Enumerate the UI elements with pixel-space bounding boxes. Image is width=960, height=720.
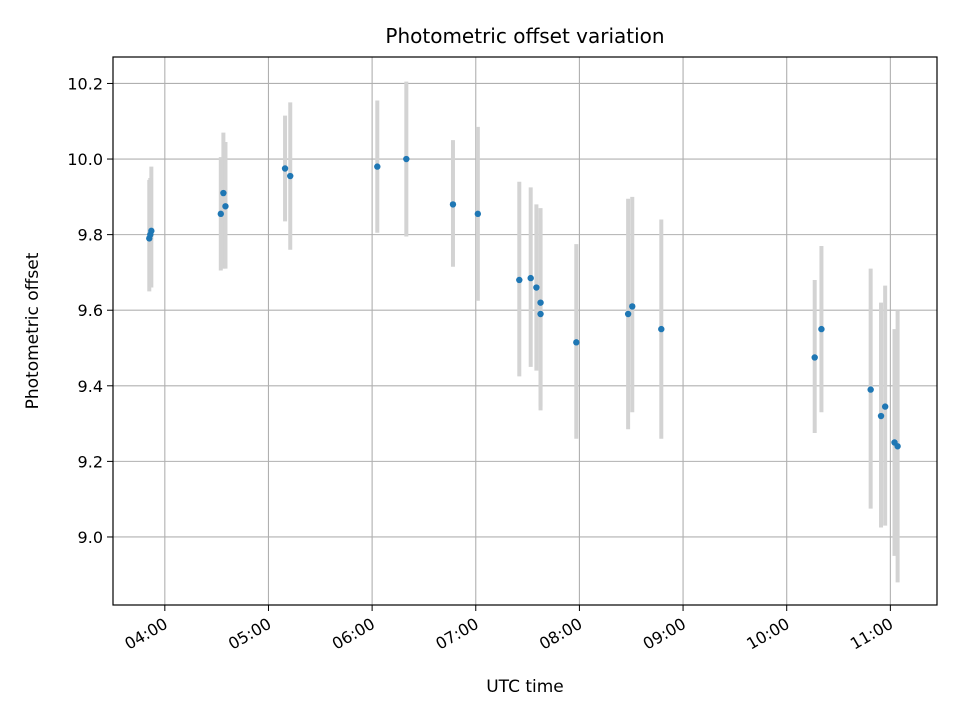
y-tick-label: 9.2	[78, 452, 103, 471]
data-point	[658, 325, 665, 333]
data-point	[877, 412, 885, 420]
data-point	[811, 354, 818, 361]
data-point	[287, 172, 294, 180]
y-tick-label: 9.6	[78, 301, 103, 320]
data-point	[533, 284, 540, 291]
y-axis-title: Photometric offset	[23, 252, 43, 409]
data-point	[624, 310, 632, 318]
y-tick-label: 9.0	[78, 528, 103, 547]
data-point	[403, 155, 410, 163]
data-point	[527, 274, 534, 282]
data-point	[573, 339, 580, 346]
data-point	[629, 303, 636, 310]
data-point	[516, 276, 523, 284]
x-axis-title: UTC time	[486, 677, 564, 697]
data-point	[537, 310, 544, 318]
plot-area-frame	[112, 56, 938, 606]
data-point	[222, 203, 229, 210]
data-point	[867, 386, 874, 393]
data-point	[537, 299, 544, 306]
data-points	[146, 155, 901, 450]
y-tick-label: 9.4	[78, 377, 103, 396]
data-point	[374, 163, 381, 170]
data-point	[881, 403, 889, 410]
grid-lines	[113, 57, 937, 605]
data-point	[818, 325, 825, 333]
chart-title: Photometric offset variation	[385, 24, 664, 48]
data-point	[474, 210, 482, 218]
data-point	[220, 189, 227, 197]
y-tick-label: 10.2	[67, 74, 103, 93]
data-point	[281, 165, 289, 172]
data-point	[147, 231, 154, 238]
y-tick-label: 10.0	[67, 150, 103, 169]
data-point	[894, 443, 901, 450]
data-point	[449, 201, 457, 208]
y-axis-ticks: 9.0 9.2 9.4 9.6 9.8 10.0 10.2	[67, 74, 113, 547]
data-point	[217, 210, 224, 218]
y-tick-label: 9.8	[78, 226, 103, 245]
